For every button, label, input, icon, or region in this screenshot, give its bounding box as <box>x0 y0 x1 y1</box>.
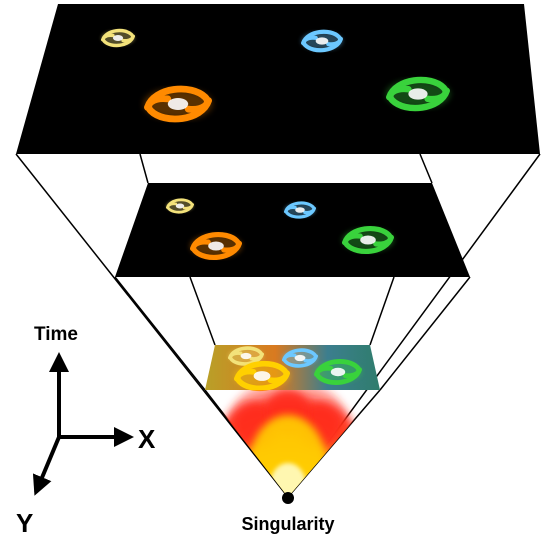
singularity-dot-icon <box>282 492 294 504</box>
axis-arrow-icon <box>32 436 61 496</box>
space-plane-large <box>16 4 540 154</box>
spiral-galaxy-icon <box>301 32 343 51</box>
time-axis-label: Time <box>34 324 78 345</box>
spiral-galaxy-icon <box>101 30 135 45</box>
spiral-galaxy-icon <box>282 350 318 366</box>
big-bang-glow <box>213 390 363 497</box>
y-axis-label: Y <box>16 508 33 538</box>
x-axis-label: X <box>138 424 156 454</box>
spiral-galaxy-icon <box>386 80 450 109</box>
spiral-galaxy-icon <box>166 200 194 213</box>
spiral-galaxy-icon <box>284 203 316 217</box>
spiral-galaxy-icon <box>234 363 290 388</box>
space-plane-small <box>205 345 380 390</box>
axes: Time X Y <box>16 324 156 538</box>
spiral-galaxy-icon <box>314 361 362 383</box>
spiral-galaxy-icon <box>144 89 212 120</box>
singularity-label: Singularity <box>241 514 334 534</box>
spiral-galaxy-icon <box>190 234 242 257</box>
spiral-galaxy-icon <box>342 228 394 251</box>
space-plane-medium <box>115 183 470 277</box>
